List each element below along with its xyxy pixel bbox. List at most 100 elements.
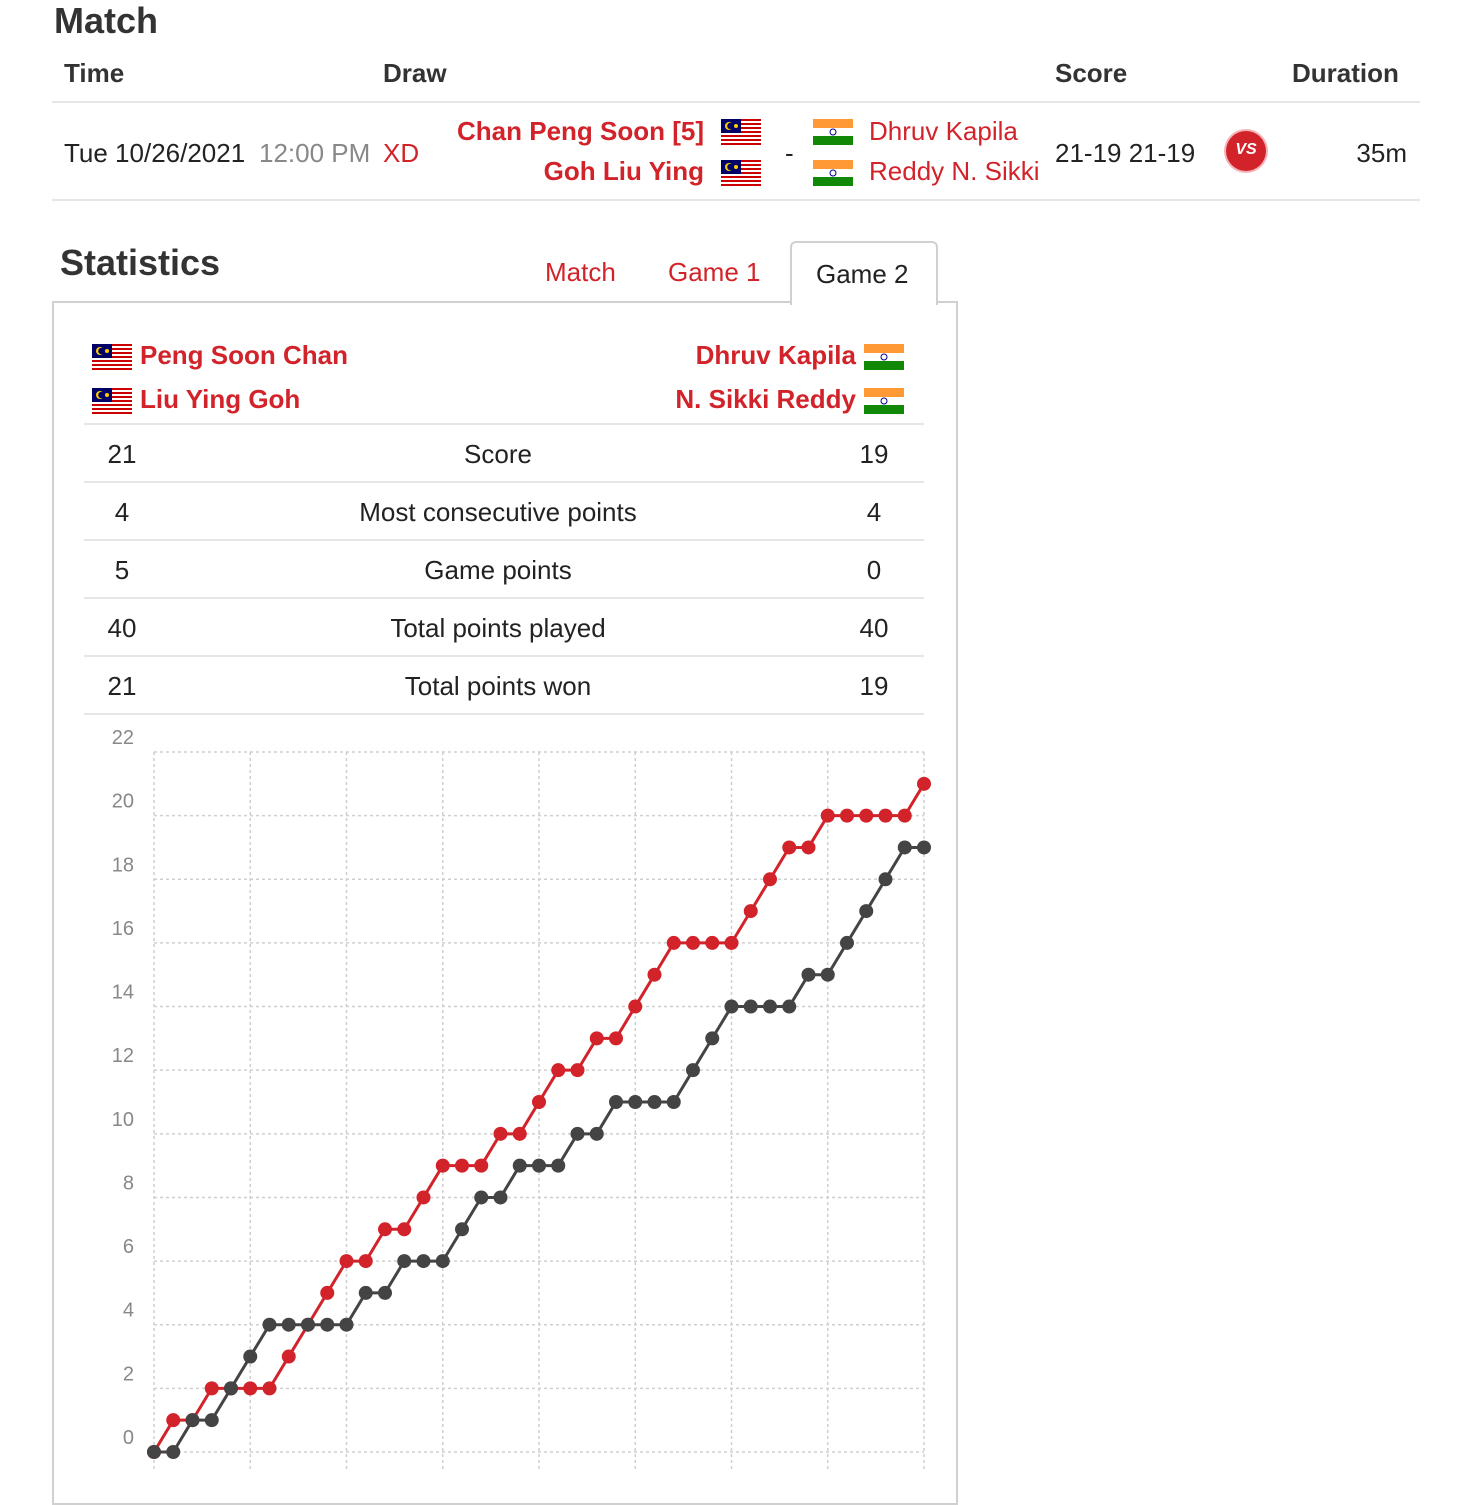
stat-right-value: 40 xyxy=(859,613,889,643)
series-1-point xyxy=(474,1158,489,1173)
stat-label: Most consecutive points xyxy=(359,497,637,527)
series-1-point xyxy=(435,1158,450,1173)
series-2-point xyxy=(301,1317,315,1332)
series-2-point xyxy=(820,967,835,982)
stat-left-value: 40 xyxy=(107,613,137,643)
match-section-title: Match xyxy=(54,0,159,41)
series-2-point xyxy=(320,1317,335,1332)
team2-player2-link[interactable]: Reddy N. Sikki xyxy=(869,156,1040,186)
malaysia-flag-icon xyxy=(92,388,132,414)
stat-label: Game points xyxy=(424,555,572,585)
series-2-point xyxy=(397,1254,412,1269)
stat-left-value: 4 xyxy=(114,497,130,527)
stat-row-total-played: 40 Total points played 40 xyxy=(84,599,924,657)
series-1-point xyxy=(570,1063,585,1078)
series-1-point xyxy=(801,840,816,855)
team2-player1-link[interactable]: Dhruv Kapila xyxy=(869,116,1018,146)
y-tick-label: 14 xyxy=(112,982,134,1004)
points-progression-chart: 0 2 4 6 8 10 12 14 16 18 20 22 xyxy=(112,727,931,1472)
series-2-point xyxy=(551,1158,566,1173)
tab-game-2-label[interactable]: Game 2 xyxy=(816,259,909,289)
series-1-point xyxy=(166,1413,181,1428)
y-tick-label: 10 xyxy=(112,1109,134,1131)
y-tick-label: 0 xyxy=(123,1427,134,1449)
series-2-point xyxy=(609,1095,623,1109)
series-2-point xyxy=(763,999,777,1014)
series-2-point xyxy=(801,967,816,982)
series-2-point xyxy=(666,1095,681,1109)
malaysia-flag-icon xyxy=(721,160,761,186)
series-1-point xyxy=(512,1126,527,1141)
series-2-point xyxy=(243,1349,258,1364)
stats-team2-player1[interactable]: Dhruv Kapila xyxy=(695,340,856,370)
series-1-point xyxy=(628,999,643,1014)
series-2-point xyxy=(474,1190,489,1205)
series-1-point xyxy=(917,776,931,791)
series-1-point xyxy=(320,1285,335,1300)
series-2-point xyxy=(224,1381,238,1396)
stats-team1-player1[interactable]: Peng Soon Chan xyxy=(140,340,348,370)
series-2-point xyxy=(917,840,931,855)
stat-label: Total points won xyxy=(404,671,592,701)
stat-divider xyxy=(84,713,924,715)
series-1-point xyxy=(666,935,681,950)
stat-row-most-consecutive: 4 Most consecutive points 4 xyxy=(84,483,924,541)
match-time: 12:00 PM xyxy=(259,138,371,168)
stat-row-total-won: 21 Total points won 19 xyxy=(84,657,924,715)
series-1-point xyxy=(262,1381,277,1396)
series-1-point xyxy=(820,808,835,823)
series-1-point xyxy=(705,935,720,950)
team-separator: - xyxy=(785,138,794,168)
series-1-point xyxy=(204,1381,219,1396)
series-2-point xyxy=(166,1445,181,1459)
series-1-point xyxy=(878,808,893,823)
tab-game-2[interactable] xyxy=(790,241,938,305)
team1-player1-link[interactable]: Chan Peng Soon [5] xyxy=(457,116,704,146)
draw-link[interactable]: XD xyxy=(383,138,420,168)
vs-label: VS xyxy=(1235,141,1257,158)
tab-game-1[interactable]: Game 1 xyxy=(668,257,761,287)
stat-row-score: 21 Score 19 xyxy=(84,425,924,483)
stat-label: Score xyxy=(464,439,532,469)
series-1-point xyxy=(724,935,739,950)
series-2-point xyxy=(262,1317,277,1332)
stat-right-value: 19 xyxy=(859,671,889,701)
stat-right-value: 0 xyxy=(866,555,882,585)
india-flag-icon xyxy=(813,119,853,145)
series-1-point xyxy=(532,1095,546,1109)
draw-column-header: Draw xyxy=(383,58,447,88)
statistics-panel xyxy=(52,301,958,1505)
y-tick-label: 18 xyxy=(112,854,134,876)
stat-divider xyxy=(84,655,924,657)
series-2-point xyxy=(628,1095,643,1109)
series-2-point xyxy=(358,1285,373,1300)
series-2-point xyxy=(281,1317,296,1332)
tab-match[interactable]: Match xyxy=(545,257,616,287)
series-1-point xyxy=(416,1190,431,1205)
series-2-point xyxy=(647,1095,662,1109)
team1-player2-link[interactable]: Goh Liu Ying xyxy=(543,156,704,186)
series-2-point xyxy=(512,1158,527,1173)
vs-h2h-button[interactable]: VS xyxy=(1226,131,1266,171)
series-2-point xyxy=(589,1126,604,1141)
duration-column-header: Duration xyxy=(1292,58,1399,88)
series-1-point xyxy=(840,808,854,823)
statistics-title: Statistics xyxy=(60,242,221,283)
stats-team1-player2[interactable]: Liu Ying Goh xyxy=(140,384,301,414)
series-2-point xyxy=(897,840,912,855)
india-flag-icon xyxy=(864,344,904,370)
stat-divider xyxy=(84,597,924,599)
time-column-header: Time xyxy=(64,58,125,88)
stat-left-value: 21 xyxy=(107,439,137,469)
y-tick-label: 22 xyxy=(112,727,134,749)
y-tick-label: 2 xyxy=(123,1363,134,1385)
series-2-point xyxy=(455,1222,469,1237)
series-2-point xyxy=(204,1413,219,1428)
match-duration: 35m xyxy=(1356,138,1407,168)
stats-team2-player2[interactable]: N. Sikki Reddy xyxy=(675,384,856,414)
match-date: Tue 10/26/2021 xyxy=(64,138,246,168)
stat-label: Total points played xyxy=(390,613,606,643)
series-1-point xyxy=(647,967,662,982)
y-tick-label: 20 xyxy=(112,791,134,813)
stat-divider xyxy=(84,539,924,541)
